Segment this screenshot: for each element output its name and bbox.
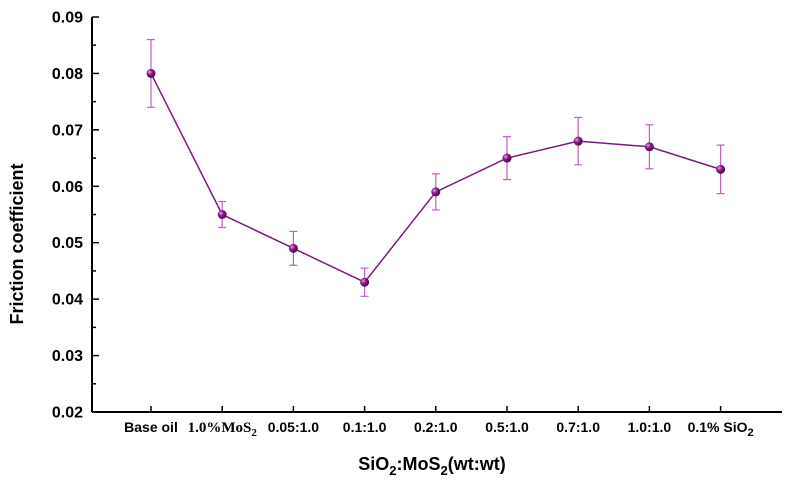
x-axis-title-sub2: 2 [441,463,448,478]
x-axis-title-main: SiO [358,454,389,474]
x-tick-label: Base oil [124,419,178,435]
x-tick-label: 0.2:1.0 [414,419,458,435]
x-tick-label: 0.5:1.0 [485,419,529,435]
data-series [146,38,726,297]
x-tick-label: 0.1:1.0 [343,419,387,435]
data-point [573,136,583,146]
x-tick-label: 0.7:1.0 [556,419,600,435]
y-tick-label: 0.07 [52,122,83,139]
data-point [644,142,654,152]
y-tick-label: 0.09 [52,10,83,27]
x-tick-label: 0.05:1.0 [268,419,320,435]
x-tick-label: 1.0:1.0 [628,419,672,435]
y-axis-title: Friction coefficient [7,163,27,324]
data-point [431,187,441,197]
data-point [217,210,227,219]
x-tick-labels: Base oil 1.0%MoS2 0.05:1.0 0.1:1.0 0.2:1.0 0.… [124,419,753,439]
x-axis-title-middle: :MoS [397,454,441,474]
y-tick-label: 0.03 [52,348,83,365]
data-point [146,68,156,78]
y-tick-label: 0.08 [52,66,83,83]
y-tick-label: 0.06 [52,179,83,196]
x-axis-title-sub1: 2 [389,463,396,478]
data-point [716,164,726,174]
y-tick-label: 0.02 [52,405,83,422]
y-tick-label: 0.04 [52,292,83,309]
x-axis-title: SiO2:MoS2(wt:wt) [358,454,505,478]
x-tick-label: 1.0%MoS2 [188,420,258,439]
y-tick-label: 0.05 [52,235,83,252]
data-point [288,243,298,253]
data-point [502,153,512,163]
x-axis-title-suffix: (wt:wt) [448,454,506,474]
x-tick-label: 0.1% SiO2 [688,419,754,439]
axes [91,17,782,413]
y-tick-labels: 0.02 0.03 0.04 0.05 0.06 0.07 0.08 0.09 [52,10,83,422]
data-point [360,277,370,287]
tick-marks [92,16,722,413]
